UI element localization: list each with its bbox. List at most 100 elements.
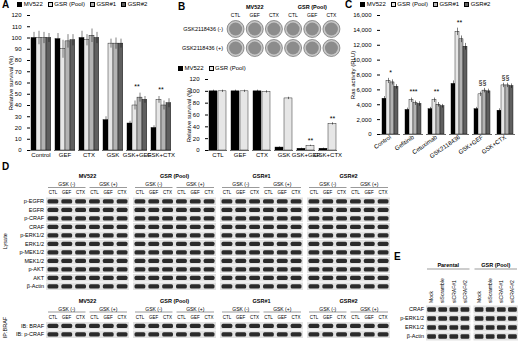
svg-text:CTX: CTX: [269, 12, 280, 18]
svg-text:90: 90: [15, 46, 22, 52]
svg-text:CTL: CTL: [310, 315, 319, 320]
svg-text:CTL: CTL: [136, 190, 145, 195]
svg-text:GSK (-): GSK (-): [232, 306, 249, 312]
svg-text:GEF: GEF: [191, 315, 201, 320]
svg-text:CTX: CTX: [326, 12, 337, 18]
svg-text:GSK (-): GSK (-): [232, 181, 249, 187]
svg-text:CTX: CTX: [163, 315, 172, 320]
svg-text:Control: Control: [31, 152, 50, 158]
svg-text:CTX: CTX: [337, 315, 346, 320]
svg-text:siCRAF#2: siCRAF#2: [462, 280, 468, 303]
svg-text:CTL: CTL: [49, 315, 58, 320]
svg-text:GEF: GEF: [234, 152, 247, 158]
svg-text:CTX: CTX: [118, 315, 127, 320]
svg-text:CTL: CTL: [351, 190, 360, 195]
svg-text:GEF: GEF: [191, 190, 201, 195]
svg-text:CTX: CTX: [205, 315, 214, 320]
svg-text:0: 0: [368, 131, 372, 137]
svg-text:CTX: CTX: [118, 190, 127, 195]
svg-text:CTX: CTX: [163, 190, 172, 195]
svg-text:p-EGFR: p-EGFR: [24, 198, 44, 204]
svg-text:GEF: GEF: [307, 12, 317, 18]
svg-text:CTX: CTX: [256, 152, 268, 158]
svg-text:p-ERK1/2: p-ERK1/2: [20, 232, 44, 238]
svg-text:GEF: GEF: [365, 315, 375, 320]
svg-text:**: **: [308, 137, 314, 144]
svg-text:GSK2118436 (+): GSK2118436 (+): [182, 45, 223, 51]
svg-text:GSR (Pool): GSR (Pool): [481, 262, 510, 268]
svg-text:Mock: Mock: [428, 291, 434, 303]
svg-text:GEF: GEF: [236, 190, 246, 195]
svg-text:***: ***: [409, 88, 417, 95]
svg-text:120: 120: [189, 76, 200, 82]
svg-text:GSK (+): GSK (+): [186, 306, 205, 312]
svg-text:GEF: GEF: [104, 190, 114, 195]
svg-text:CTL: CTL: [223, 315, 232, 320]
svg-text:80: 80: [15, 57, 22, 63]
svg-text:GEF: GEF: [323, 190, 333, 195]
svg-text:Control: Control: [373, 134, 392, 150]
svg-text:GSK (-): GSK (-): [58, 306, 75, 312]
svg-text:GSK (+): GSK (+): [273, 306, 292, 312]
svg-text:GSK (+): GSK (+): [360, 181, 379, 187]
svg-text:40: 40: [15, 102, 22, 108]
svg-text:0: 0: [196, 147, 200, 153]
svg-text:GSK (+): GSK (+): [99, 306, 118, 312]
svg-text:CTX: CTX: [379, 190, 388, 195]
svg-text:p-AKT: p-AKT: [28, 266, 44, 272]
svg-text:GEF: GEF: [323, 315, 333, 320]
svg-text:CTX: CTX: [250, 190, 259, 195]
svg-text:**: **: [457, 19, 463, 26]
svg-text:CTL: CTL: [310, 190, 319, 195]
svg-text:GSK+CTX: GSK+CTX: [481, 134, 508, 155]
svg-text:IP:BRAF: IP:BRAF: [2, 316, 8, 338]
svg-text:CTL: CTL: [264, 315, 273, 320]
svg-text:120: 120: [11, 12, 22, 18]
svg-text:40: 40: [193, 124, 200, 130]
svg-text:6,000: 6,000: [356, 87, 372, 93]
svg-text:GSK (+): GSK (+): [186, 181, 205, 187]
svg-text:GEF: GEF: [149, 190, 159, 195]
svg-text:CTL: CTL: [177, 190, 186, 195]
svg-text:CTX: CTX: [76, 315, 85, 320]
svg-text:14,000: 14,000: [353, 27, 372, 33]
svg-text:AKT: AKT: [33, 275, 44, 281]
svg-text:Relative survival (%): Relative survival (%): [186, 88, 192, 143]
svg-text:GSK (-): GSK (-): [319, 306, 336, 312]
svg-text:GEF: GEF: [149, 315, 159, 320]
svg-text:GSR#2: GSR#2: [339, 173, 357, 179]
svg-text:GSR#1: GSR#1: [252, 298, 270, 304]
svg-text:GSR (Pool): GSR (Pool): [160, 298, 189, 304]
svg-text:ERK1/2: ERK1/2: [25, 241, 44, 247]
svg-text:30: 30: [15, 114, 22, 120]
svg-text:**: **: [434, 88, 440, 95]
svg-text:CTX: CTX: [379, 315, 388, 320]
svg-text:60: 60: [15, 80, 22, 86]
svg-text:GSR (Pool): GSR (Pool): [160, 173, 189, 179]
svg-text:MV522: MV522: [246, 4, 263, 10]
svg-text:Lysate: Lysate: [2, 233, 8, 249]
svg-text:GSK (-): GSK (-): [145, 181, 162, 187]
svg-text:MV522: MV522: [79, 173, 96, 179]
svg-text:MEK1/2: MEK1/2: [24, 258, 44, 264]
svg-text:CTL: CTL: [90, 190, 99, 195]
svg-text:CTX: CTX: [337, 190, 346, 195]
svg-text:CTX: CTX: [250, 315, 259, 320]
svg-text:siScramble: siScramble: [439, 278, 445, 303]
svg-text:ERK1/2: ERK1/2: [405, 324, 424, 330]
svg-text:*: *: [389, 69, 392, 76]
svg-text:§§: §§: [479, 79, 487, 86]
svg-text:GSK (-): GSK (-): [58, 181, 75, 187]
svg-text:GEF: GEF: [62, 190, 72, 195]
svg-text:Relative survival (%): Relative survival (%): [8, 56, 14, 111]
svg-text:GEF: GEF: [236, 315, 246, 320]
svg-text:siScramble: siScramble: [487, 278, 493, 303]
svg-text:110: 110: [12, 24, 22, 30]
svg-text:CTL: CTL: [136, 315, 145, 320]
svg-text:GEF: GEF: [365, 190, 375, 195]
svg-text:CTL: CTL: [90, 315, 99, 320]
svg-text:60: 60: [193, 112, 200, 118]
svg-text:§§: §§: [502, 74, 510, 81]
svg-text:GSK (+): GSK (+): [99, 181, 118, 187]
svg-text:siCRAF#1: siCRAF#1: [498, 280, 504, 303]
